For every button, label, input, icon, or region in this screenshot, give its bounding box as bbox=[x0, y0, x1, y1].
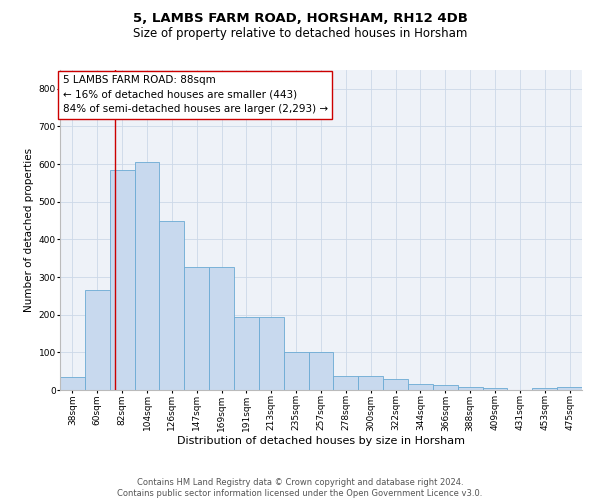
Y-axis label: Number of detached properties: Number of detached properties bbox=[25, 148, 34, 312]
Bar bbox=[234, 316, 259, 390]
Bar bbox=[334, 376, 358, 390]
Bar bbox=[308, 352, 334, 390]
Bar bbox=[383, 378, 408, 390]
Bar bbox=[259, 316, 284, 390]
Text: Size of property relative to detached houses in Horsham: Size of property relative to detached ho… bbox=[133, 28, 467, 40]
Bar bbox=[134, 162, 160, 390]
Bar bbox=[482, 388, 508, 390]
Bar bbox=[532, 388, 557, 390]
Bar bbox=[184, 266, 209, 390]
X-axis label: Distribution of detached houses by size in Horsham: Distribution of detached houses by size … bbox=[177, 436, 465, 446]
Bar bbox=[557, 387, 582, 390]
Text: 5, LAMBS FARM ROAD, HORSHAM, RH12 4DB: 5, LAMBS FARM ROAD, HORSHAM, RH12 4DB bbox=[133, 12, 467, 26]
Bar bbox=[458, 386, 482, 390]
Bar bbox=[433, 385, 458, 390]
Bar bbox=[358, 376, 383, 390]
Text: 5 LAMBS FARM ROAD: 88sqm
← 16% of detached houses are smaller (443)
84% of semi-: 5 LAMBS FARM ROAD: 88sqm ← 16% of detach… bbox=[62, 75, 328, 114]
Bar bbox=[85, 290, 110, 390]
Bar bbox=[408, 384, 433, 390]
Bar bbox=[284, 352, 308, 390]
Bar bbox=[160, 220, 184, 390]
Text: Contains HM Land Registry data © Crown copyright and database right 2024.
Contai: Contains HM Land Registry data © Crown c… bbox=[118, 478, 482, 498]
Bar bbox=[110, 170, 134, 390]
Bar bbox=[60, 377, 85, 390]
Bar bbox=[209, 266, 234, 390]
